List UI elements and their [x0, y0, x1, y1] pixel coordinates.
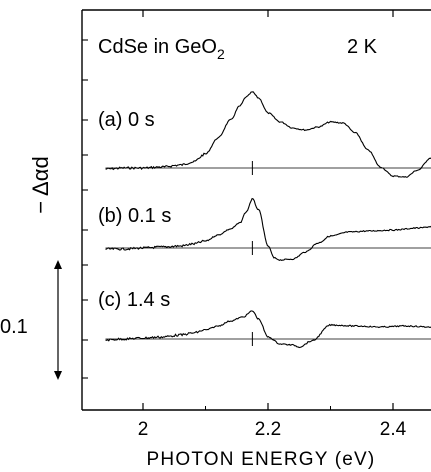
- series-label-a: (a) 0 s: [98, 109, 155, 131]
- series-label-b: (b) 0.1 s: [98, 205, 171, 227]
- baselines: [105, 161, 431, 346]
- y-axis-label: − Δαd: [28, 156, 53, 213]
- temperature-label: 2 K: [347, 36, 378, 58]
- x-axis-label: PHOTON ENERGY (eV): [147, 449, 376, 470]
- x-tick-label: 2: [138, 419, 149, 440]
- series-line-3: [105, 310, 431, 349]
- series-line-1: [105, 91, 431, 178]
- series-line-2: [105, 197, 431, 262]
- x-tick-label: 2.4: [380, 419, 407, 440]
- scale-bar-label: 0.1: [0, 316, 28, 338]
- series-label-c: (c) 1.4 s: [98, 289, 170, 311]
- chart-title: CdSe in GeO2: [98, 36, 225, 62]
- scale-bar: [54, 260, 62, 380]
- x-tick-labels: 2 2.2 2.4: [138, 419, 407, 440]
- series-curves: [105, 91, 431, 349]
- x-tick-label: 2.2: [255, 419, 281, 440]
- tick-marks: [82, 10, 394, 410]
